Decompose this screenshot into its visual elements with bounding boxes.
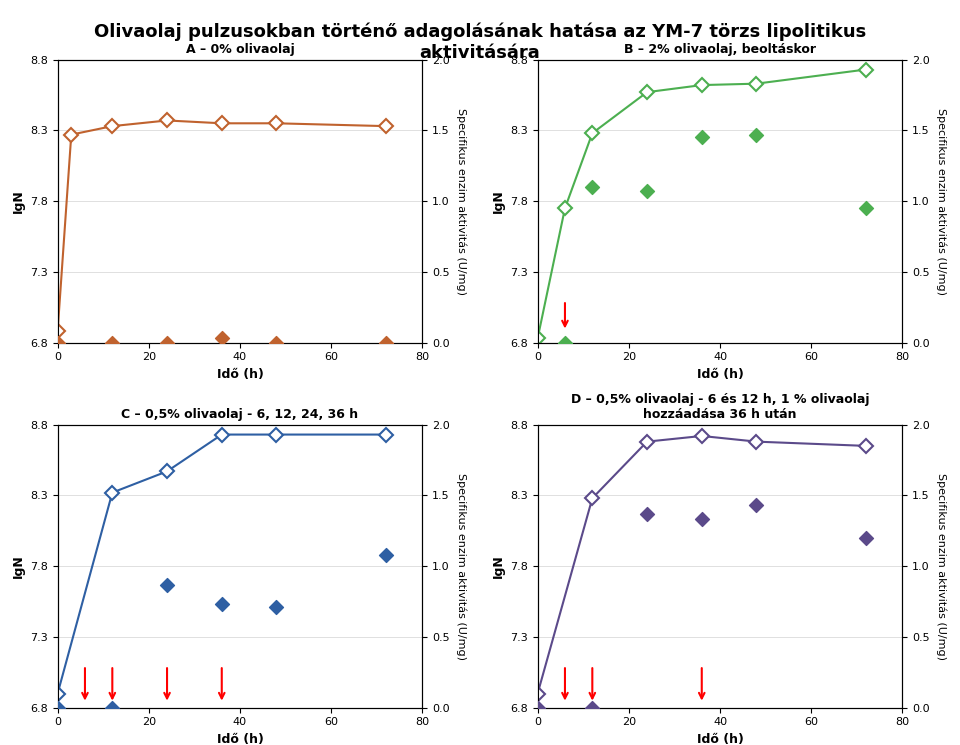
Title: B – 2% olivaolaj, beoltáskor: B – 2% olivaolaj, beoltáskor: [624, 42, 816, 56]
Title: D – 0,5% olivaolaj - 6 és 12 h, 1 % olivaolaj
hozzáadása 36 h után: D – 0,5% olivaolaj - 6 és 12 h, 1 % oliv…: [571, 393, 869, 421]
Point: [214, 332, 229, 344]
Point: [214, 598, 229, 610]
Point: [557, 337, 572, 349]
X-axis label: Idő (h): Idő (h): [217, 733, 263, 745]
Y-axis label: IgN: IgN: [492, 189, 504, 213]
Text: Olivaolaj pulzusokban történő adagolásának hatása az YM-7 törzs lipolitikus
akti: Olivaolaj pulzusokban történő adagolásán…: [94, 22, 866, 62]
X-axis label: Idő (h): Idő (h): [697, 733, 743, 745]
Point: [378, 337, 394, 349]
Point: [585, 181, 600, 193]
Legend: B IgN, B Specifikus aktivitás: B IgN, B Specifikus aktivitás: [605, 467, 835, 486]
Y-axis label: Specifikus enzim aktivitás (U/mg): Specifikus enzim aktivitás (U/mg): [936, 107, 947, 295]
Point: [585, 702, 600, 714]
Title: C – 0,5% olivaolaj - 6, 12, 24, 36 h: C – 0,5% olivaolaj - 6, 12, 24, 36 h: [121, 408, 359, 421]
Point: [269, 337, 284, 349]
Point: [105, 702, 120, 714]
Y-axis label: IgN: IgN: [12, 189, 24, 213]
Point: [159, 579, 175, 591]
X-axis label: Idő (h): Idő (h): [217, 368, 263, 381]
Point: [694, 131, 709, 143]
Point: [639, 508, 655, 520]
Y-axis label: IgN: IgN: [12, 554, 24, 578]
Point: [749, 499, 764, 511]
Point: [269, 601, 284, 613]
Y-axis label: Specifikus enzim aktivitás (U/mg): Specifikus enzim aktivitás (U/mg): [456, 107, 467, 295]
Y-axis label: Specifikus enzim aktivitás (U/mg): Specifikus enzim aktivitás (U/mg): [456, 472, 467, 660]
Point: [858, 532, 874, 544]
Point: [105, 337, 120, 349]
Point: [378, 549, 394, 561]
Point: [749, 129, 764, 141]
Point: [694, 513, 709, 525]
Title: A – 0% olivaolaj: A – 0% olivaolaj: [185, 42, 295, 56]
Point: [639, 186, 655, 197]
Y-axis label: IgN: IgN: [492, 554, 504, 578]
Legend: A IgN, A Specifikus aktivitás: A IgN, A Specifikus aktivitás: [125, 467, 355, 486]
Point: [858, 202, 874, 215]
Point: [50, 702, 65, 714]
X-axis label: Idő (h): Idő (h): [697, 368, 743, 381]
Point: [50, 337, 65, 349]
Point: [159, 337, 175, 349]
Y-axis label: Specifikus enzim aktivitás (U/mg): Specifikus enzim aktivitás (U/mg): [936, 472, 947, 660]
Point: [530, 702, 545, 714]
